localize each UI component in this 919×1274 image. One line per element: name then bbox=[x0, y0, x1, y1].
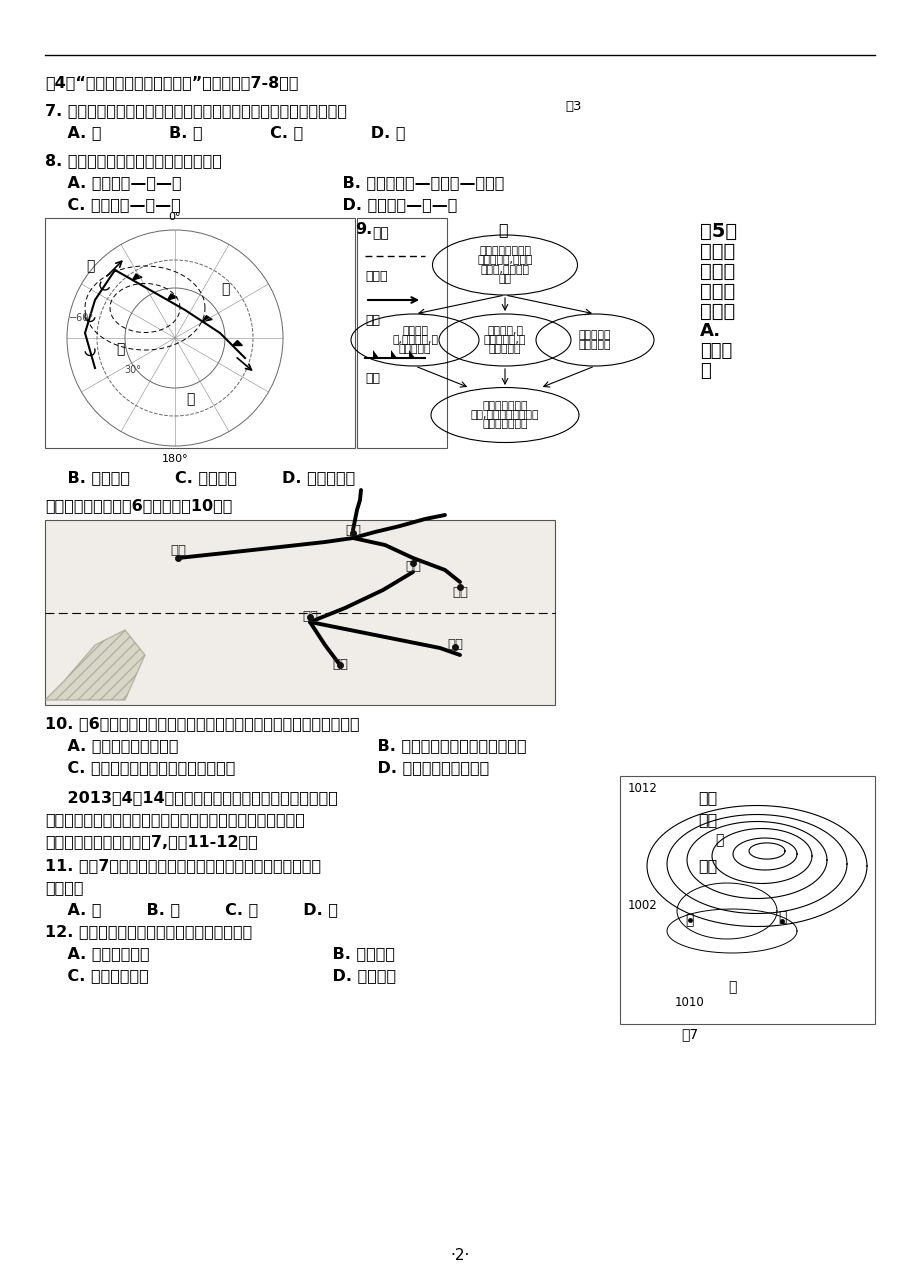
Polygon shape bbox=[391, 350, 397, 358]
Text: D. 资源贯乏，人口稀少: D. 资源贯乏，人口稀少 bbox=[355, 761, 489, 775]
Text: 深受季风的影响，: 深受季风的影响， bbox=[479, 246, 530, 256]
Text: 1010: 1010 bbox=[675, 996, 704, 1009]
Text: A. 甲            B. 乙            C. 丙            D. 丁: A. 甲 B. 乙 C. 丙 D. 丁 bbox=[45, 125, 405, 140]
Text: ·2·: ·2· bbox=[449, 1249, 470, 1263]
Text: 8. 沿纬线方向，从甲到乙的天气变化是: 8. 沿纬线方向，从甲到乙的天气变化是 bbox=[45, 153, 221, 168]
Text: 乙: 乙 bbox=[685, 913, 693, 927]
Text: 图7: 图7 bbox=[681, 1027, 698, 1041]
Text: 1002: 1002 bbox=[628, 899, 657, 912]
Text: 180°: 180° bbox=[162, 454, 188, 464]
Polygon shape bbox=[233, 340, 242, 345]
Text: 贵阳: 贵阳 bbox=[345, 525, 360, 538]
Text: C. 修筑沿海堤坑: C. 修筑沿海堤坑 bbox=[45, 968, 149, 984]
Polygon shape bbox=[372, 350, 379, 358]
Text: A. 甲        B. 乙        C. 丙        D. 丁: A. 甲 B. 乙 C. 丙 D. 丁 bbox=[45, 902, 337, 917]
Bar bbox=[45, 218, 355, 448]
Text: 图4是“某日极地附近风向示意图”。据此回答7-8题。: 图4是“某日极地附近风向示意图”。据此回答7-8题。 bbox=[45, 75, 298, 90]
Polygon shape bbox=[409, 350, 414, 358]
Text: 是: 是 bbox=[497, 222, 507, 237]
Text: A.: A. bbox=[699, 322, 720, 340]
Text: 风向: 风向 bbox=[365, 313, 380, 327]
Text: 强烈,呈现山、丘、盆、: 强烈,呈现山、丘、盆、 bbox=[471, 410, 539, 420]
Text: A. 森林茂密，施工困难: A. 森林茂密，施工困难 bbox=[45, 738, 178, 753]
Text: 乙: 乙 bbox=[116, 341, 124, 355]
Text: 各地理: 各地理 bbox=[699, 242, 734, 261]
Text: 等压线: 等压线 bbox=[365, 270, 387, 283]
Text: 昆明: 昆明 bbox=[170, 544, 186, 558]
Text: 地表侵蚀、切割: 地表侵蚀、切割 bbox=[482, 401, 528, 410]
Polygon shape bbox=[45, 631, 145, 699]
Text: C. 气压：高—低—高: C. 气压：高—低—高 bbox=[45, 197, 180, 211]
Text: 图例: 图例 bbox=[371, 225, 389, 240]
Text: 酸性的红壤,多: 酸性的红壤,多 bbox=[483, 335, 526, 345]
Text: 大气环: 大气环 bbox=[699, 341, 732, 361]
Text: 丙: 丙 bbox=[221, 282, 229, 296]
Polygon shape bbox=[132, 274, 142, 280]
Text: 这次: 这次 bbox=[698, 790, 717, 805]
Text: 地表水丰: 地表水丰 bbox=[402, 326, 427, 336]
Polygon shape bbox=[167, 294, 176, 299]
Text: 读我国某区域图（图6），回答第10题。: 读我国某区域图（图6），回答第10题。 bbox=[45, 498, 233, 513]
Text: 适于茶树的: 适于茶树的 bbox=[578, 330, 610, 340]
Text: A. 完善预警系统: A. 完善预警系统 bbox=[45, 947, 150, 961]
Text: C. 地形、地质条件复杂，多高山峡谷: C. 地形、地质条件复杂，多高山峡谷 bbox=[45, 761, 235, 775]
Text: 12. 在渤海沿岸，能有效抗御风暴潮的措施是: 12. 在渤海沿岸，能有效抗御风暴潮的措施是 bbox=[45, 924, 252, 939]
Bar bbox=[357, 218, 447, 448]
Bar bbox=[45, 520, 554, 705]
Text: 流: 流 bbox=[699, 362, 710, 380]
Text: 的地: 的地 bbox=[698, 857, 717, 873]
Text: 1012: 1012 bbox=[628, 782, 657, 795]
Text: 湛江: 湛江 bbox=[447, 638, 462, 651]
Text: 9.: 9. bbox=[355, 222, 372, 237]
Text: D. 降水：晴—雨—晴: D. 降水：晴—雨—晴 bbox=[320, 197, 457, 211]
Text: 2013年4月14日晚，渤海沿岸发生了一次较强风暴潮，: 2013年4月14日晚，渤海沿岸发生了一次较强风暴潮， bbox=[45, 790, 337, 805]
Text: 谷交错分布状态: 谷交错分布状态 bbox=[482, 419, 528, 429]
Text: 发育在坡脚: 发育在坡脚 bbox=[488, 344, 521, 354]
Text: 要素形: 要素形 bbox=[699, 262, 734, 282]
Polygon shape bbox=[202, 316, 212, 321]
Text: 成的根: 成的根 bbox=[699, 282, 734, 301]
Text: A. 气温：高—低—高: A. 气温：高—低—高 bbox=[45, 175, 181, 190]
Text: 沿岸: 沿岸 bbox=[698, 812, 717, 827]
Text: 生长，宜林: 生长，宜林 bbox=[578, 340, 610, 349]
Text: 11. 据图7所示气压分布状况判断，当时受风暴潮影响最严重: 11. 据图7所示气压分布状况判断，当时受风暴潮影响最严重 bbox=[45, 857, 321, 873]
Text: 丁: 丁 bbox=[727, 980, 735, 994]
Text: 本原因: 本原因 bbox=[699, 302, 734, 321]
Text: 温多雨,冬季温和: 温多雨,冬季温和 bbox=[480, 265, 529, 275]
Text: 甲: 甲 bbox=[714, 833, 722, 847]
Text: 小河流众多: 小河流众多 bbox=[398, 344, 431, 354]
Text: 7. 图中甲、乙、丙、丁四地中，附近是冷锋且正好经历阴雨天气的是: 7. 图中甲、乙、丙、丁四地中，附近是冷锋且正好经历阴雨天气的是 bbox=[45, 103, 346, 118]
Text: B. 风向：南风—西南风—东南风: B. 风向：南风—西南风—东南风 bbox=[320, 175, 504, 190]
Text: B. 围海造田: B. 围海造田 bbox=[310, 947, 394, 961]
Text: 丙: 丙 bbox=[777, 910, 786, 924]
Text: 柳州: 柳州 bbox=[404, 559, 421, 572]
Text: 风暴潮是由低压系统、向岸风共同引起的，海水涌向陆地，给: 风暴潮是由低压系统、向岸风共同引起的，海水涌向陆地，给 bbox=[45, 812, 304, 827]
Text: 30°: 30° bbox=[124, 364, 142, 375]
Text: 丁: 丁 bbox=[186, 392, 194, 406]
Text: 梧州: 梧州 bbox=[451, 586, 468, 599]
Text: 图3: 图3 bbox=[564, 99, 581, 113]
Text: 地处亚热带,夏季高: 地处亚热带,夏季高 bbox=[477, 255, 532, 265]
Text: 图5中: 图5中 bbox=[699, 222, 736, 241]
Text: 湿润: 湿润 bbox=[498, 274, 511, 284]
Text: 10. 图6中昆明以西的地区几乎没有铁路，其主要的自然原因是该地区: 10. 图6中昆明以西的地区几乎没有铁路，其主要的自然原因是该地区 bbox=[45, 716, 359, 731]
Text: 富,水系发育,中: 富,水系发育,中 bbox=[391, 335, 437, 345]
Text: 的地区是: 的地区是 bbox=[45, 880, 84, 896]
Text: B. 太阳辐射        C. 人类活动        D. 下垃面状况: B. 太阳辐射 C. 人类活动 D. 下垃面状况 bbox=[45, 470, 355, 485]
Text: 甲: 甲 bbox=[85, 259, 94, 273]
Text: 地区造成较大损失。读图7,回答11-12题。: 地区造成较大损失。读图7,回答11-12题。 bbox=[45, 834, 257, 848]
Text: 土质黏重,是: 土质黏重,是 bbox=[486, 326, 522, 336]
Bar bbox=[619, 776, 874, 1024]
Text: 0°: 0° bbox=[168, 211, 181, 222]
Text: D. 建防护林: D. 建防护林 bbox=[310, 968, 396, 984]
Text: 锋面: 锋面 bbox=[365, 372, 380, 385]
Text: 北海: 北海 bbox=[332, 659, 347, 671]
Text: −60°: −60° bbox=[69, 313, 94, 324]
Text: B. 保护旅游资源，防止生态破坏: B. 保护旅游资源，防止生态破坏 bbox=[355, 738, 526, 753]
Text: 南宁: 南宁 bbox=[301, 610, 318, 623]
